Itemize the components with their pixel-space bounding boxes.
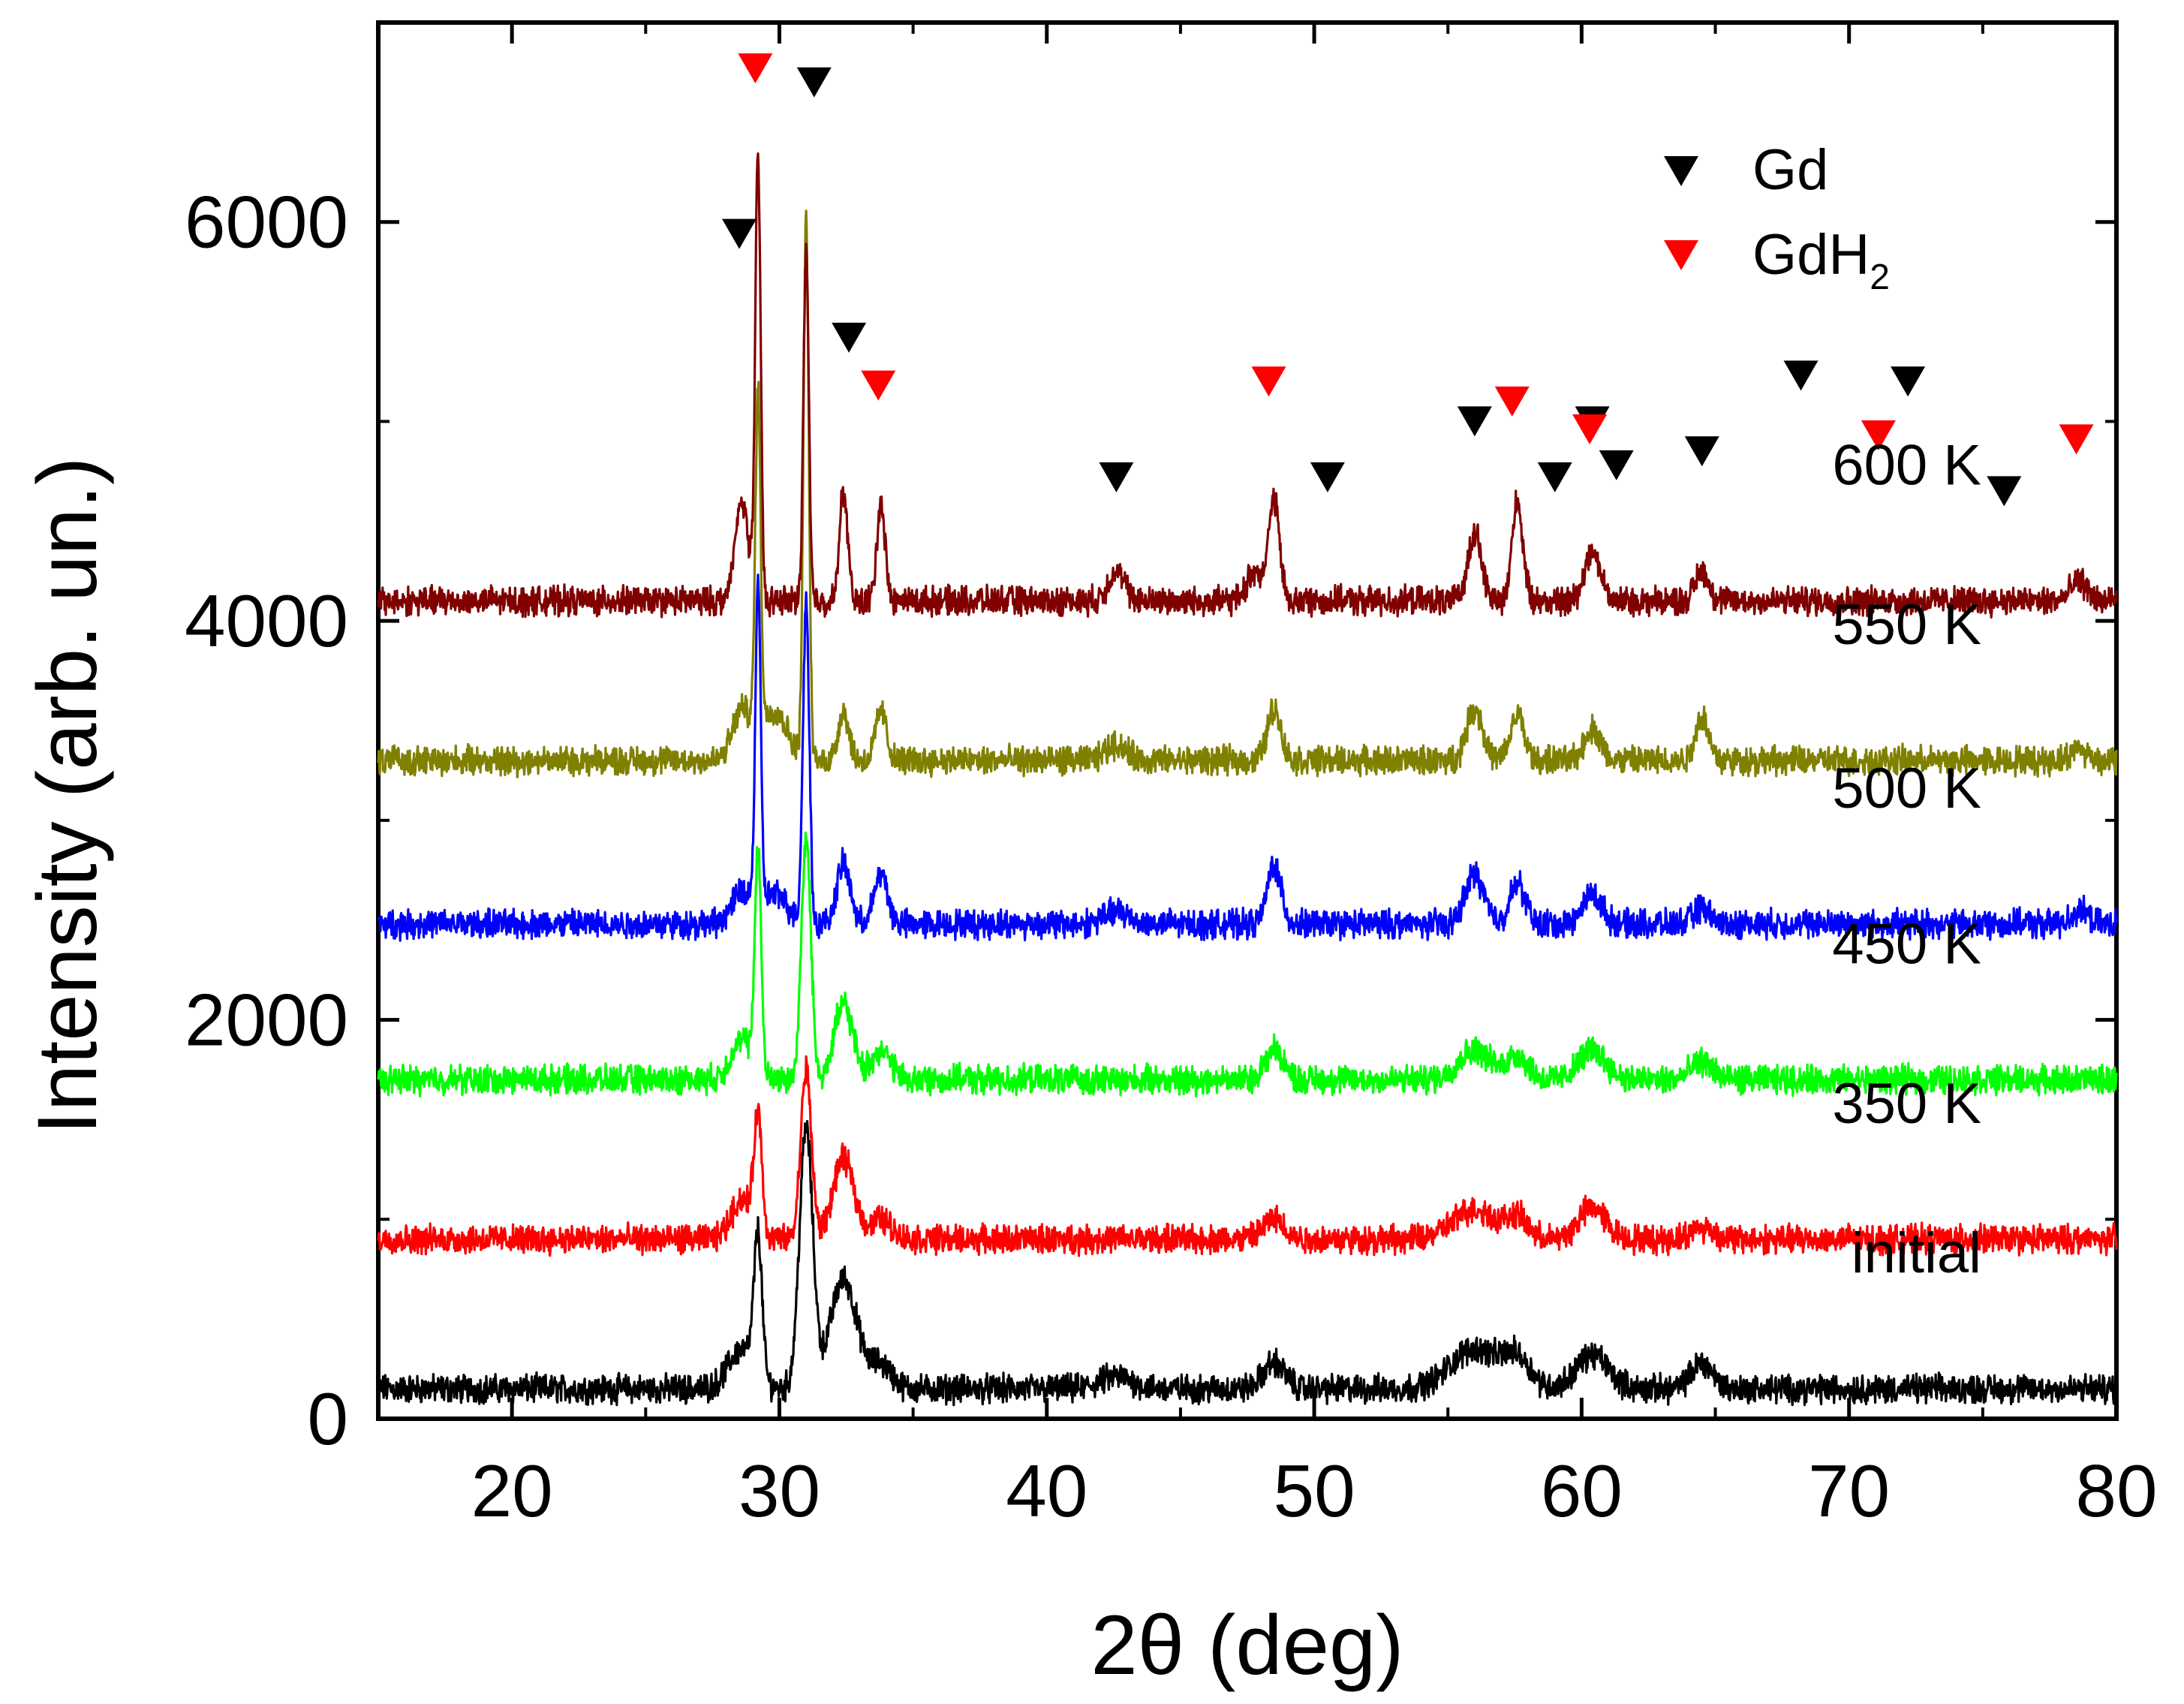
marker-gdh2 [2059, 424, 2094, 455]
series-line [377, 1120, 2118, 1407]
marker-gdh2 [861, 370, 896, 401]
series-line [377, 152, 2118, 619]
marker-gdh2 [738, 53, 773, 84]
x-tick-label: 80 [2075, 1450, 2157, 1532]
marker-gdh2 [1251, 366, 1286, 397]
marker-gd [1987, 476, 2022, 507]
y-axis-title: Intensity (arb. un.) [20, 457, 114, 1135]
marker-gd [1537, 462, 1572, 492]
series-label: 350 K [1832, 1072, 1981, 1136]
marker-gdh2 [1494, 386, 1530, 417]
y-tick-label: 4000 [185, 580, 348, 662]
series-label-layer: initial 350 K 450 K 500 K 550 K 600 K [1832, 434, 1981, 1286]
plot-frame [376, 20, 2119, 1421]
marker-gd [1457, 406, 1492, 437]
y-tick-label: 6000 [185, 181, 348, 263]
legend-triangle-gdh2 [1664, 240, 1698, 270]
marker-gd [1599, 450, 1634, 480]
x-tick-label: 60 [1541, 1450, 1623, 1532]
series-line [377, 1055, 2118, 1257]
plot-area: initial 350 K 450 K 500 K 550 K 600 K [376, 20, 2119, 1421]
y-axis: 0 2000 4000 6000 [185, 181, 2116, 1460]
series-label: 500 K [1832, 757, 1981, 820]
x-tick-label: 30 [739, 1450, 820, 1532]
series-label: 600 K [1832, 434, 1981, 498]
legend-label-gd: Gd [1752, 138, 1828, 202]
y-tick-label: 2000 [185, 979, 348, 1061]
x-tick-label: 40 [1006, 1450, 1087, 1532]
series-layer [377, 152, 2118, 1407]
marker-gd [1099, 462, 1134, 492]
legend-label-gdh2-main: GdH [1752, 223, 1870, 287]
marker-gd [796, 67, 832, 98]
legend-triangle-gd [1664, 156, 1698, 186]
marker-gd [1684, 436, 1719, 467]
legend-label-gdh2: GdH2 [1752, 223, 1890, 297]
marker-gd [832, 322, 867, 353]
x-axis-title: 2θ (deg) [1090, 1598, 1403, 1692]
marker-gd [722, 218, 757, 249]
y-tick-label: 0 [307, 1377, 348, 1460]
series-line [377, 209, 2118, 778]
marker-layer [722, 53, 2094, 507]
x-axis: 20 30 40 50 60 70 80 [377, 23, 2158, 1532]
legend: Gd GdH2 [1664, 138, 1890, 297]
x-tick-label: 20 [471, 1450, 553, 1532]
x-tick-label: 50 [1274, 1450, 1355, 1532]
marker-gd [1891, 366, 1926, 397]
series-label: initial [1852, 1221, 1981, 1285]
marker-gdh2 [1572, 414, 1608, 445]
marker-gdh2 [1861, 420, 1896, 451]
x-tick-label: 70 [1808, 1450, 1890, 1532]
series-line [377, 574, 2118, 942]
marker-gd [1310, 462, 1345, 492]
marker-gd [1783, 360, 1818, 391]
legend-label-gdh2-subscript: 2 [1870, 257, 1890, 297]
series-label: 450 K [1832, 912, 1981, 976]
series-label: 550 K [1832, 593, 1981, 657]
series-line [377, 831, 2118, 1098]
